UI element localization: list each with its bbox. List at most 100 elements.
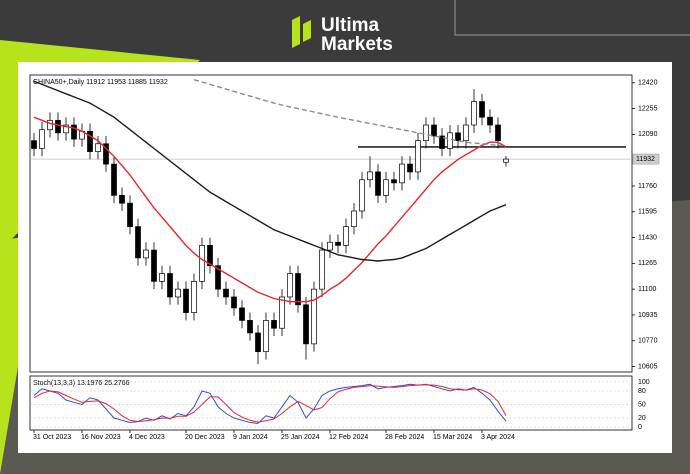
osc-tick-label: 100 <box>638 379 650 386</box>
candle-body <box>295 273 301 306</box>
osc-tick-label: 50 <box>638 401 646 408</box>
x-tick-label: 15 Mar 2024 <box>433 434 472 441</box>
stoch-line <box>33 384 507 423</box>
candle-body <box>151 249 157 282</box>
oscillator-frame <box>29 375 633 431</box>
candle-body <box>271 320 277 329</box>
candle-body <box>207 245 213 267</box>
candle-body <box>39 129 45 149</box>
candle-body <box>423 124 429 142</box>
candle-body <box>335 241 341 246</box>
candle-body <box>503 158 509 163</box>
candle-body <box>159 273 165 282</box>
moving-average <box>33 116 507 303</box>
oscillator-title: Stoch(13,3,3) 13.1976 25.2766 <box>33 380 130 387</box>
moving-average <box>33 80 507 262</box>
candle-body <box>375 171 381 196</box>
x-tick-label: 12 Feb 2024 <box>329 434 368 441</box>
candle-body <box>431 124 437 137</box>
osc-tick-label: 20 <box>638 415 646 422</box>
candle-body <box>103 143 109 165</box>
candle-body <box>231 296 237 309</box>
legend-text: CHINA50+,Daily 11912 11953 11885 11932 <box>33 79 168 86</box>
candle-body <box>287 273 293 298</box>
candle-body <box>487 116 493 126</box>
x-tick-label: 16 Nov 2023 <box>81 434 121 441</box>
x-tick-label: 28 Feb 2024 <box>385 434 424 441</box>
candle-body <box>407 163 413 173</box>
candle-body <box>495 124 501 142</box>
y-tick-label: 10605 <box>638 363 658 370</box>
chart-panel <box>18 62 672 453</box>
candle-body <box>471 101 477 126</box>
moving-average <box>193 79 507 147</box>
candle-body <box>215 265 221 290</box>
candle-body <box>479 101 485 118</box>
candle-body <box>463 124 469 142</box>
candle-body <box>255 332 261 353</box>
candle-body <box>247 320 253 334</box>
candle-body <box>111 163 117 196</box>
candle-body <box>391 179 397 184</box>
osc-tick-label: 80 <box>638 388 646 395</box>
candle-body <box>31 140 37 149</box>
candle-body <box>167 273 173 298</box>
x-tick-label: 20 Dec 2023 <box>185 434 225 441</box>
y-tick-label: 10935 <box>638 312 658 319</box>
y-tick-label: 10770 <box>638 338 658 345</box>
candle-body <box>127 202 133 227</box>
x-tick-label: 25 Jan 2024 <box>281 434 320 441</box>
candle-body <box>55 119 61 134</box>
candle-body <box>399 163 405 184</box>
candle-body <box>199 245 205 282</box>
candle-body <box>359 179 365 212</box>
candle-body <box>303 304 309 345</box>
logo-text: Ultima <box>321 15 380 36</box>
candle-body <box>175 288 181 298</box>
x-tick-label: 3 Apr 2024 <box>481 434 515 441</box>
y-tick-label: 11760 <box>638 183 657 190</box>
y-tick-label: 11100 <box>638 286 657 293</box>
osc-tick-label: 0 <box>638 424 642 431</box>
candle-body <box>455 132 461 142</box>
candle-body <box>71 124 77 140</box>
y-tick-label: 12420 <box>638 80 658 87</box>
y-tick-label: 11595 <box>638 209 657 216</box>
logo: Ultima Markets <box>292 15 393 55</box>
deco-line <box>454 0 690 36</box>
candle-body <box>95 143 101 152</box>
logo-mark <box>292 16 300 48</box>
candle-body <box>63 124 69 134</box>
candle-body <box>367 171 373 181</box>
candle-body <box>351 210 357 227</box>
candle-body <box>343 226 349 246</box>
candle-body <box>47 119 53 131</box>
candle-body <box>87 130 93 152</box>
candle-body <box>239 307 245 321</box>
logo-text: Markets <box>321 34 393 55</box>
candle-body <box>415 140 421 173</box>
y-tick-label: 12090 <box>638 131 658 138</box>
candle-body <box>327 241 333 251</box>
logo-mark <box>303 20 311 42</box>
candle-body <box>183 288 189 313</box>
candle-body <box>319 249 325 290</box>
candle-body <box>263 320 269 353</box>
x-tick-label: 9 Jan 2024 <box>233 434 268 441</box>
candle-body <box>447 132 453 149</box>
candle-body <box>223 288 229 298</box>
current-price-label: 11932 <box>636 156 655 163</box>
price-frame <box>29 74 633 373</box>
candle-body <box>135 226 141 259</box>
candle-body <box>311 288 317 345</box>
y-tick-label: 12255 <box>638 105 658 112</box>
y-tick-label: 11265 <box>638 260 657 267</box>
x-tick-label: 31 Oct 2023 <box>33 434 71 441</box>
candle-body <box>279 296 285 329</box>
candle-body <box>439 135 445 149</box>
candle-body <box>383 179 389 196</box>
x-tick-label: 4 Dec 2023 <box>129 434 165 441</box>
y-tick-label: 11430 <box>638 234 657 241</box>
